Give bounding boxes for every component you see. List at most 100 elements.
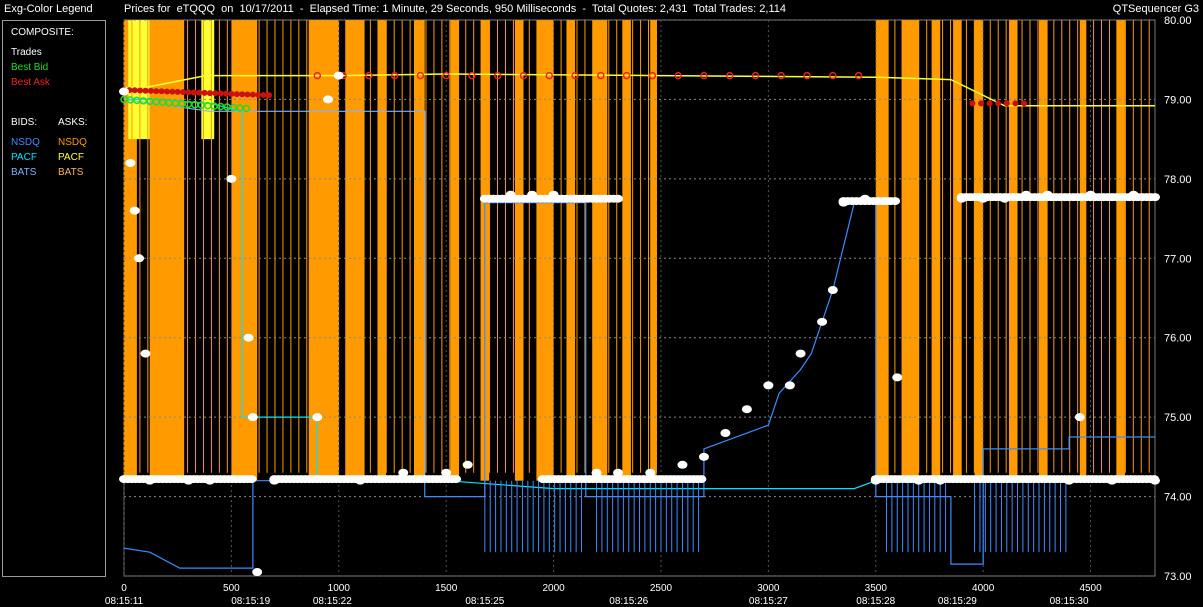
ask-band [413, 20, 425, 481]
trade-marker [1128, 190, 1139, 199]
best-ask-marker [854, 71, 863, 80]
legend-asks-heading: ASKS: [58, 117, 88, 128]
best-ask-marker [190, 89, 197, 96]
best-ask-marker [1003, 100, 1010, 107]
trade-marker [645, 468, 656, 477]
trade-marker [570, 194, 581, 203]
trade-marker [978, 194, 989, 203]
best-ask-marker [153, 88, 160, 95]
x-tick-label: 3000 [757, 583, 780, 594]
best-ask-marker [244, 91, 251, 98]
trade-marker [355, 476, 366, 485]
best-ask-marker [1012, 100, 1019, 107]
best-ask-marker [185, 89, 192, 96]
x-tick-label: 1500 [435, 583, 458, 594]
ask-band [566, 20, 576, 481]
y-tick-label: 77.00 [1164, 253, 1192, 265]
ask-band [1008, 20, 1018, 481]
trade-marker [247, 413, 258, 422]
best-ask-marker [365, 71, 373, 80]
trade-marker [441, 468, 452, 477]
best-ask-marker [493, 71, 502, 80]
ask-band [308, 20, 339, 481]
x-tick-label: 500 [223, 583, 240, 594]
best-ask-marker [777, 71, 786, 80]
trade-marker [838, 198, 849, 207]
ask-band [592, 20, 608, 481]
best-ask-marker [223, 90, 230, 97]
legend-bid-nsdq: NSDQ [11, 137, 40, 148]
title-bar: Exg-Color Legend Prices for eTQQQ on 10/… [0, 0, 1203, 20]
best-ask-marker [239, 91, 246, 98]
best-ask-marker [986, 100, 993, 107]
best-ask-marker [249, 91, 256, 98]
best-ask-marker [674, 71, 682, 80]
time-label: 08:15:27 [749, 596, 788, 607]
trade-marker [892, 373, 903, 382]
best-ask-marker [196, 89, 203, 96]
trade-marker [696, 475, 707, 484]
y-tick-label: 75.00 [1164, 412, 1192, 424]
best-ask-marker [969, 100, 976, 107]
trade-marker [323, 95, 334, 104]
trade-marker [226, 174, 237, 183]
ask-band [514, 20, 524, 481]
app-name: QTSequencer G3 [1112, 3, 1199, 15]
legend-item-best-bid: Best Bid [11, 62, 49, 73]
best-ask-marker [545, 71, 554, 80]
best-ask-marker [169, 88, 176, 95]
trade-marker [1021, 190, 1032, 199]
trade-markers [119, 71, 1160, 577]
trade-marker [956, 194, 967, 203]
trade-marker [935, 476, 946, 485]
trade-marker [827, 286, 838, 295]
time-label: 08:15:25 [465, 596, 504, 607]
trade-marker [462, 460, 473, 469]
trade-marker [817, 317, 828, 326]
best-ask-marker [233, 91, 240, 98]
y-tick-label: 78.00 [1164, 174, 1192, 186]
trade-marker [720, 429, 731, 438]
trade-marker [398, 468, 409, 477]
best-ask-marker [158, 88, 165, 95]
legend-ask-bats: BATS [58, 167, 84, 178]
best-ask-marker [829, 71, 837, 80]
trade-marker [890, 197, 901, 206]
legend-ask-pacf: PACF [58, 152, 84, 163]
time-label: 08:15:11 [105, 596, 144, 607]
best-ask-marker [265, 92, 272, 99]
ask-band [450, 20, 460, 481]
best-ask-marker [978, 100, 985, 107]
trade-marker [1150, 193, 1160, 202]
best-ask-marker [468, 71, 476, 80]
legend-item-trades: Trades [11, 47, 42, 58]
ask-band [953, 20, 962, 481]
ask-band [931, 20, 941, 481]
legend-item-best-ask: Best Ask [11, 77, 50, 88]
trade-marker [613, 194, 624, 203]
bid-spikes [484, 480, 1067, 553]
ask-band [1116, 20, 1125, 481]
y-tick-label: 79.00 [1164, 94, 1192, 106]
x-tick-label: 2500 [650, 583, 673, 594]
ask-bands [123, 20, 1150, 481]
trade-marker [913, 476, 924, 485]
trade-marker [1064, 476, 1075, 485]
ask-band [974, 20, 984, 481]
best-ask-markers [121, 71, 1027, 107]
trade-marker [870, 476, 881, 485]
trade-marker [1074, 413, 1085, 422]
trade-marker [252, 568, 263, 577]
best-ask-marker [180, 89, 187, 96]
x-tick-label: 2000 [542, 583, 565, 594]
ask-band [650, 20, 657, 481]
best-ask-marker [313, 71, 322, 80]
trade-marker [333, 71, 344, 80]
trade-marker [1085, 190, 1096, 199]
time-label: 08:15:22 [313, 596, 352, 607]
x-tick-label: 3500 [865, 583, 888, 594]
trade-marker [269, 476, 280, 485]
best-ask-marker [228, 90, 235, 97]
y-axis: 80.00 79.00 78.00 77.00 76.00 75.00 74.00 73.00 [1164, 15, 1192, 583]
best-ask-marker [147, 87, 154, 94]
